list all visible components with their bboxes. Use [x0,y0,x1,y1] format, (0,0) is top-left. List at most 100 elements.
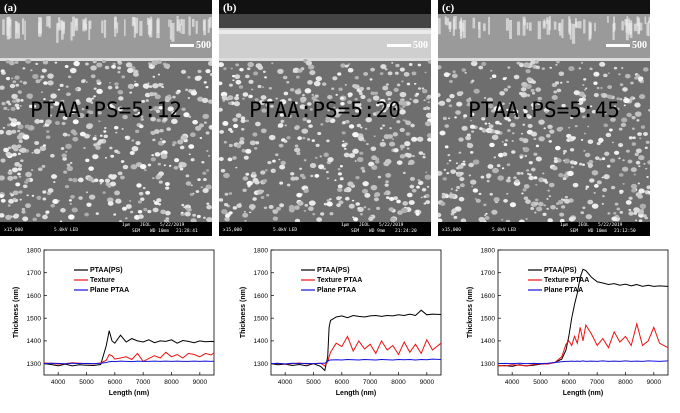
series-line-ptaa-ps [497,268,669,367]
sem-image-c [438,0,650,225]
legend-label: Plane PTAA [317,287,356,294]
legend-label: Texture PTAA [544,277,589,284]
date-text: 5/22/2019 [379,223,404,228]
bar-text: 1μm [341,223,350,228]
series-line-plane-ptaa [497,360,669,365]
legend-label: PTAA(PS) [317,267,350,274]
panel-label: (c) [442,2,455,14]
y-tick-label: 1800 [481,247,496,254]
thickness-chart-b: 4000 5000 6000 7000 8000 9000 1300 1400 1500 1600… [240,247,442,397]
x-tick-label: 6000 [335,379,350,386]
x-tick-label: 9000 [420,379,435,386]
y-tick-label: 1500 [254,315,269,322]
y-tick-label: 1600 [27,293,42,300]
scale-bar-label: 500 [413,40,428,51]
org-text: JEOL [359,223,370,228]
x-axis-label: Length (nm) [336,390,376,397]
sem-info-bar: x15,000 5.0kV LED 1μm JEOL 5/22/2019 SEM… [219,222,431,236]
x-tick-label: 4000 [51,379,66,386]
panel-label: (a) [4,2,17,14]
x-axis-label: Length (nm) [563,390,603,397]
mag-text: x15,000 [223,228,242,233]
x-tick-label: 6000 [108,379,123,386]
wd-text: WD 9mm [369,229,386,234]
x-tick-label: 8000 [618,379,633,386]
y-tick-label: 1300 [254,361,269,368]
y-tick-label: 1400 [27,338,42,345]
legend-label: PTAA(PS) [90,267,123,274]
det-text: LED [289,228,298,233]
y-tick-label: 1600 [254,293,269,300]
sem-panel-a: (a) 500 PTAA:PS=5:12 x15,000 5.0kV LED 1… [0,0,212,236]
legend-label: Plane PTAA [90,287,129,294]
x-tick-label: 5000 [306,379,321,386]
legend-label: PTAA(PS) [544,267,577,274]
x-tick-label: 6000 [562,379,577,386]
scale-bar-label: 500 [632,40,647,51]
x-tick-label: 8000 [164,379,179,386]
y-axis-label: Thickness (nm) [240,287,247,338]
det-text: LED [508,228,517,233]
time-text: 21:28:41 [176,229,198,234]
x-tick-label: 7000 [136,379,151,386]
composition-label: PTAA:PS=5:12 [30,98,182,122]
y-tick-label: 1700 [254,270,269,277]
plot-frame [43,249,215,376]
legend-label: Texture [90,277,115,284]
series-line-texture-ptaa [497,321,669,367]
thickness-chart-a: 4000 5000 6000 7000 8000 9000 1300 1400 1500 1600… [13,247,215,397]
y-tick-label: 1700 [27,270,42,277]
time-text: 21:12:50 [614,229,636,234]
x-tick-label: 8000 [391,379,406,386]
x-tick-label: 7000 [590,379,605,386]
composition-label: PTAA:PS=5:45 [468,98,620,122]
mode-text: SEM [132,229,141,234]
legend-label: Texture PTAA [317,277,362,284]
mode-text: SEM [351,229,360,234]
legend-label: Plane PTAA [544,287,583,294]
sem-image-b [219,0,431,223]
x-tick-label: 9000 [647,379,662,386]
y-tick-label: 1400 [254,338,269,345]
thickness-plot-b: 4000 5000 6000 7000 8000 9000 1300 1400 1500 1600… [227,240,452,413]
y-tick-label: 1700 [481,270,496,277]
scale-bar [387,44,411,47]
plot-frame [270,249,442,376]
y-tick-label: 1300 [481,361,496,368]
y-tick-label: 1400 [481,338,496,345]
wd-text: WD 10mm [150,229,169,234]
thickness-plot-a: 4000 5000 6000 7000 8000 9000 1300 1400 1500 1600… [0,240,225,413]
series-line-ptaa-ps [43,330,215,367]
wd-text: WD 10mm [588,229,607,234]
bar-text: 1μm [560,223,569,228]
panel-label: (b) [223,2,237,14]
plot-frame [497,249,669,376]
series-line-plane-ptaa [270,358,442,365]
series-line-ptaa-ps [270,309,442,372]
y-tick-label: 1600 [481,293,496,300]
y-tick-label: 1500 [481,315,496,322]
y-axis-label: Thickness (nm) [13,287,20,338]
x-axis-label: Length (nm) [109,390,149,397]
x-tick-label: 5000 [533,379,548,386]
scale-bar-label: 500 [196,40,211,51]
sem-panel-b: (b) 500 PTAA:PS=5:20 x15,000 5.0kV LED 1… [219,0,431,236]
x-tick-label: 7000 [363,379,378,386]
x-tick-label: 4000 [505,379,520,386]
kv-text: 5.0kV [54,228,68,233]
x-tick-label: 4000 [278,379,293,386]
thickness-plot-c: 4000 5000 6000 7000 8000 9000 1300 1400 1500 1600… [454,240,679,413]
sem-info-bar: x15,000 5.0kV LED 1μm JEOL 5/22/2019 SEM… [0,222,212,236]
mode-text: SEM [570,229,579,234]
x-tick-label: 5000 [79,379,94,386]
sem-info-bar: x15,000 5.0kV LED 1μm JEOL 5/22/2019 SEM… [438,222,650,236]
det-text: LED [70,228,79,233]
series-line-plane-ptaa [43,360,215,365]
org-text: JEOL [140,223,151,228]
mag-text: x15,000 [4,228,23,233]
sem-image-a [0,0,212,224]
kv-text: 5.0kV [492,228,506,233]
kv-text: 5.0kV [273,228,287,233]
org-text: JEOL [578,223,589,228]
sem-panel-c: (c) 500 PTAA:PS=5:45 x15,000 5.0kV LED 1… [438,0,650,236]
